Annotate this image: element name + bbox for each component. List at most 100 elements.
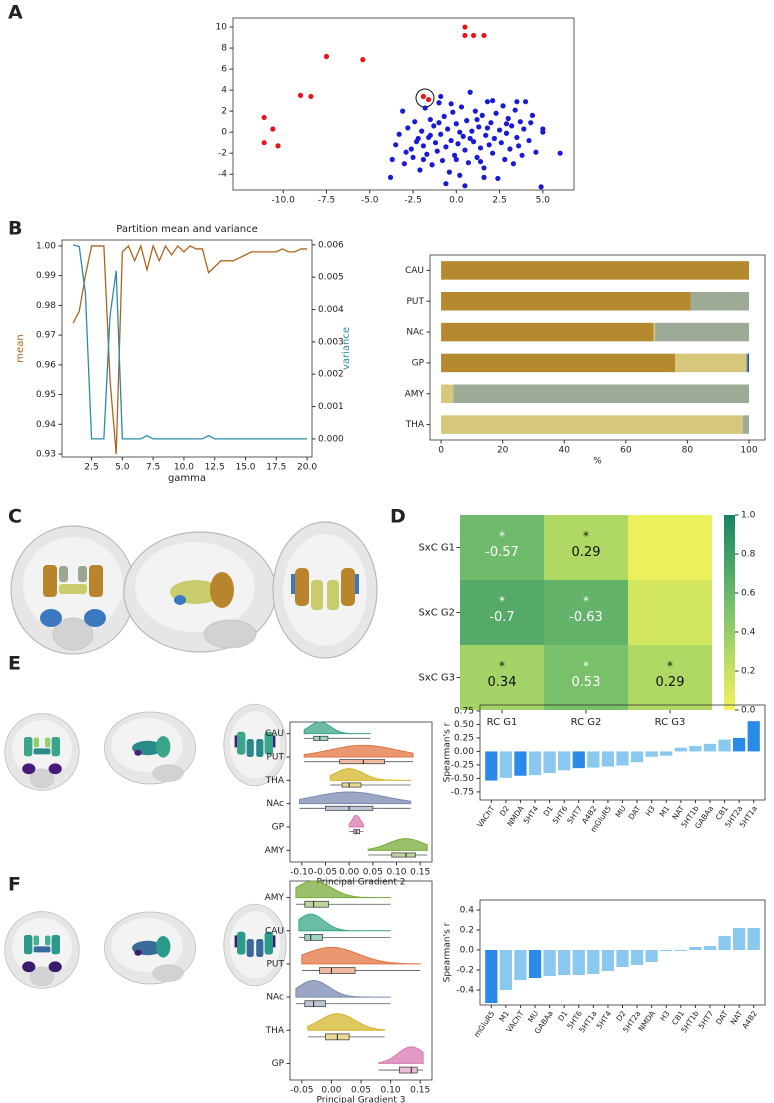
bar (587, 950, 600, 974)
panel-label: D (390, 506, 406, 528)
x-axis-label: Principal Gradient 3 (317, 1096, 406, 1103)
y-tick-label: 0.96 (36, 360, 56, 370)
y-tick-label: 0.001 (318, 402, 344, 412)
bar (616, 950, 629, 967)
x-tick-label: -5.0 (361, 196, 379, 206)
y-tick-label: -4 (218, 170, 227, 180)
box (304, 934, 323, 941)
point (308, 93, 314, 100)
plot-frame (232, 17, 575, 191)
box (341, 782, 362, 788)
heatmap-cell (544, 645, 628, 710)
point (419, 128, 425, 134)
bar-segment (441, 415, 743, 434)
point (457, 129, 463, 135)
y-tick-label: 2 (221, 107, 227, 117)
point (261, 114, 267, 121)
cell-label: -0.7 (489, 610, 514, 625)
point (427, 116, 433, 123)
bar (485, 751, 498, 781)
point (393, 142, 399, 148)
density-cloud (298, 913, 391, 932)
x-tick-label: 20.0 (297, 463, 317, 473)
bar (528, 751, 542, 776)
bar (703, 743, 717, 752)
y-tick-label: 0.97 (36, 331, 56, 341)
bar-segment (441, 384, 454, 403)
y-tick-label: NAc (266, 993, 284, 1003)
significance-mark: * (499, 594, 505, 608)
y-tick-label: CAU (265, 926, 284, 936)
bar (674, 747, 687, 752)
point (481, 165, 487, 171)
density-cloud (295, 980, 391, 998)
y-tick-label: 0.003 (318, 337, 344, 347)
point (448, 137, 454, 144)
x-tick-label: 0.15 (410, 1086, 430, 1096)
point (502, 156, 508, 163)
y-tick-label: 0.99 (36, 271, 56, 281)
point (503, 121, 510, 127)
x-tick-label: 12.5 (205, 463, 225, 473)
bar (616, 751, 629, 766)
bar (543, 950, 556, 976)
y-tick-label: 0.93 (36, 450, 56, 460)
x-axis-label: Principal Gradient 2 (317, 878, 406, 888)
cell-label: -0.57 (485, 545, 519, 560)
point (396, 131, 402, 137)
x-tick-label: MU (614, 804, 628, 819)
x-tick-label: -10.0 (272, 196, 296, 206)
significance-mark: * (499, 659, 505, 673)
y-tick-label: 0.2 (741, 667, 755, 677)
x-tick-label: mGluR5 (472, 1009, 497, 1039)
bar (514, 950, 527, 980)
bar-segment (655, 322, 749, 342)
point (467, 135, 473, 142)
significance-mark: * (583, 659, 589, 673)
x-tick-label: 0.00 (339, 868, 359, 878)
point (429, 162, 435, 168)
bar (572, 950, 585, 975)
y-tick-label: 0.8 (741, 550, 756, 560)
point (424, 151, 430, 157)
x-axis-label: % (593, 457, 602, 467)
y-tick-label: 0.98 (36, 301, 56, 311)
y-tick-label: AMY (265, 893, 285, 903)
point (445, 126, 451, 132)
point (479, 112, 485, 118)
point (405, 125, 411, 131)
density-cloud (378, 1046, 424, 1064)
point (464, 118, 470, 124)
x-tick-label: 0.10 (386, 868, 406, 878)
bar (718, 936, 731, 950)
bar-segment (441, 261, 749, 280)
point (458, 104, 465, 110)
point (270, 126, 276, 132)
point (557, 150, 563, 156)
point (460, 133, 466, 139)
point (465, 160, 472, 166)
point (522, 99, 529, 105)
density-cloud (348, 814, 364, 828)
point (400, 108, 406, 114)
y-tick-label: AMY (405, 389, 425, 399)
x-tick-label: 2.5 (492, 196, 506, 206)
x-tick-label: A4B2 (740, 1009, 759, 1031)
y-tick-label: -2 (218, 149, 227, 159)
bar (689, 746, 702, 752)
chart-title: Partition mean and variance (116, 224, 257, 235)
density-cloud (295, 880, 392, 899)
bar (543, 751, 556, 774)
x-tick-label: 7.5 (146, 463, 160, 473)
y-tick-label: 0.006 (318, 240, 344, 250)
bar-segment (675, 353, 746, 373)
y-tick-label: 0.004 (318, 305, 344, 315)
point (495, 175, 501, 182)
point (436, 120, 442, 126)
y-tick-label: 0.4 (460, 906, 475, 916)
y-tick-label: CAU (405, 266, 424, 276)
x-tick-label: 5HT7 (697, 1009, 716, 1031)
point (441, 113, 447, 120)
point (420, 143, 427, 149)
y-tick-label: 1.00 (36, 241, 56, 251)
